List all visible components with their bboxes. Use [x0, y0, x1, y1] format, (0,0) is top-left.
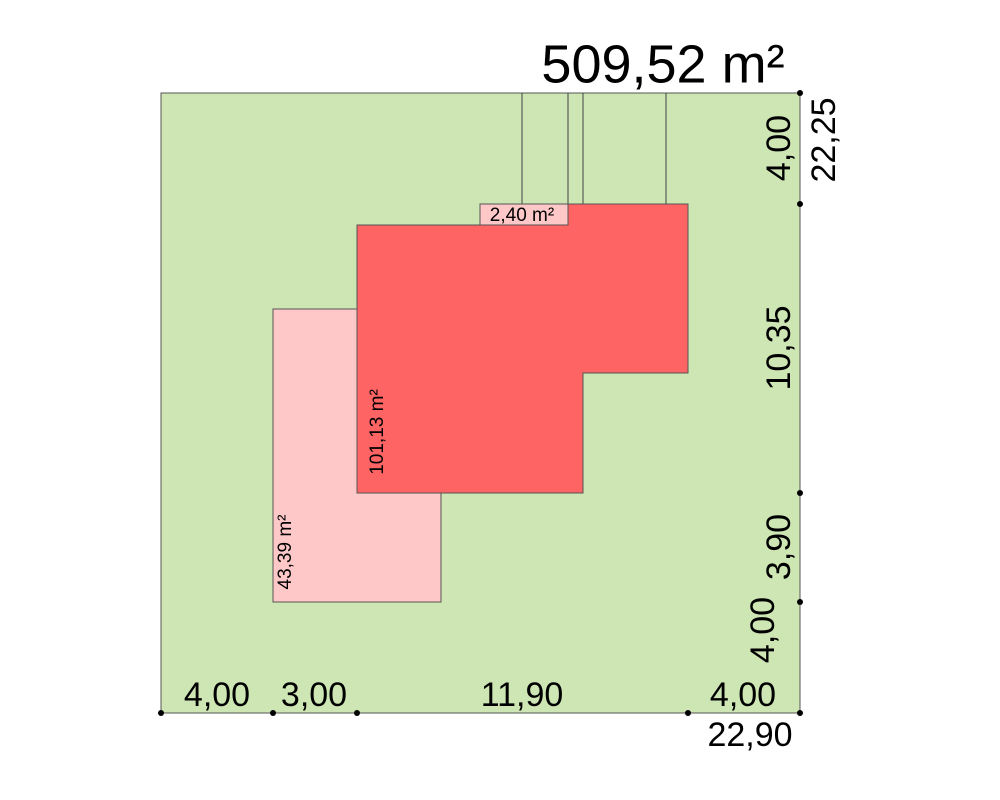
dimension-label: 10,35 [760, 305, 798, 390]
dimension-total: 22,90 [707, 716, 792, 754]
dimension-points [158, 90, 803, 716]
dimension-label: 4,00 [184, 676, 250, 714]
dimension-label: 4,00 [710, 676, 776, 714]
dimension-total: 22,25 [805, 97, 843, 182]
dimension-label: 3,90 [760, 514, 798, 580]
area-label: 101,13 m² [367, 389, 388, 475]
dimension-label: 4,00 [760, 115, 798, 181]
guide-lines [521, 93, 667, 204]
area-label: 43,39 m² [275, 515, 296, 590]
dimension-label: 3,00 [281, 676, 347, 714]
dimension-label: 4,00 [744, 597, 782, 663]
total-area: 509,52 m² [541, 34, 784, 94]
area-label: 2,40 m² [490, 205, 554, 226]
dimension-label: 11,90 [481, 676, 564, 714]
porch [479, 203, 569, 226]
